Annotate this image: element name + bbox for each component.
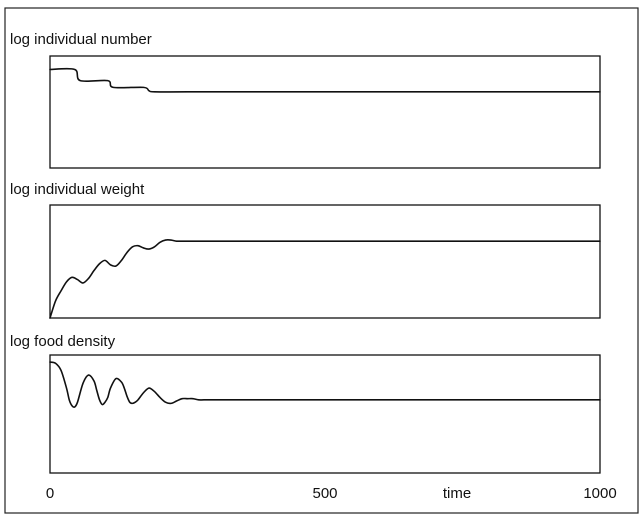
- x-axis-label-time: time: [443, 485, 471, 502]
- line-individual-weight: [49, 239, 601, 319]
- panel-title-individual-number: log individual number: [10, 31, 152, 48]
- panel-food-density: log food density: [10, 333, 601, 474]
- x-axis: 0 500 time 1000: [46, 485, 617, 502]
- line-food-density: [49, 361, 601, 408]
- line-individual-number: [49, 67, 601, 93]
- panel-individual-number: log individual number: [10, 31, 601, 169]
- panel-title-individual-weight: log individual weight: [10, 181, 145, 198]
- panel-frame-food-density: [49, 354, 601, 474]
- x-tick-label-0: 0: [46, 485, 54, 502]
- x-tick-label-1000: 1000: [583, 485, 616, 502]
- figure-border: [4, 7, 639, 514]
- panel-frame-individual-number: [49, 55, 601, 169]
- panel-individual-weight: log individual weight: [10, 181, 601, 319]
- panel-title-food-density: log food density: [10, 333, 116, 350]
- panel-frame-individual-weight: [49, 204, 601, 319]
- x-tick-label-500: 500: [312, 485, 337, 502]
